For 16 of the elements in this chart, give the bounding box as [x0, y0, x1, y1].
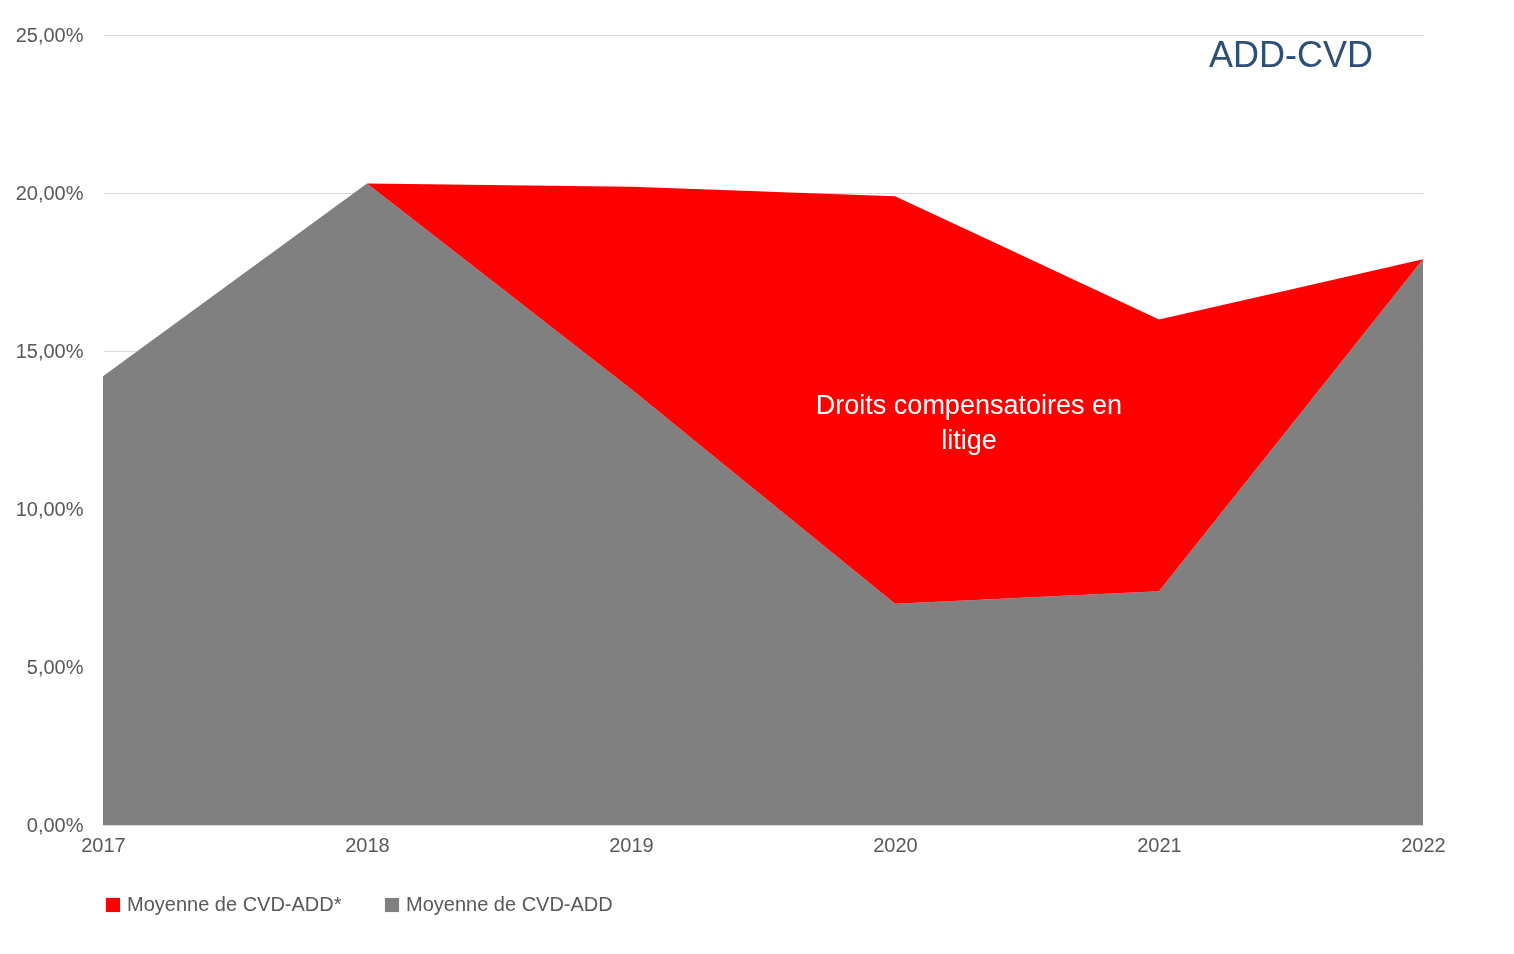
x-tick-label: 2020: [873, 833, 918, 856]
annotation: Droits compensatoires en litige: [815, 390, 1122, 456]
y-tick-label: 5,00%: [26, 655, 84, 678]
y-tick-label: 20,00%: [15, 181, 84, 204]
legend-label: Moyenne de CVD-ADD: [406, 893, 613, 915]
x-tick-label: 2017: [81, 833, 126, 856]
x-tick-label: 2022: [1401, 833, 1446, 856]
y-tick-label: 15,00%: [15, 339, 84, 362]
x-tick-label: 2018: [345, 833, 390, 856]
x-tick-label: 2021: [1137, 833, 1182, 856]
y-tick-label: 10,00%: [15, 497, 84, 520]
y-tick-label: 25,00%: [15, 23, 84, 46]
x-tick-label: 2019: [609, 833, 654, 856]
y-tick-label: 0,00%: [26, 813, 84, 836]
chart-title: ADD-CVD: [1208, 34, 1373, 75]
legend-label: Moyenne de CVD-ADD*: [127, 893, 342, 915]
